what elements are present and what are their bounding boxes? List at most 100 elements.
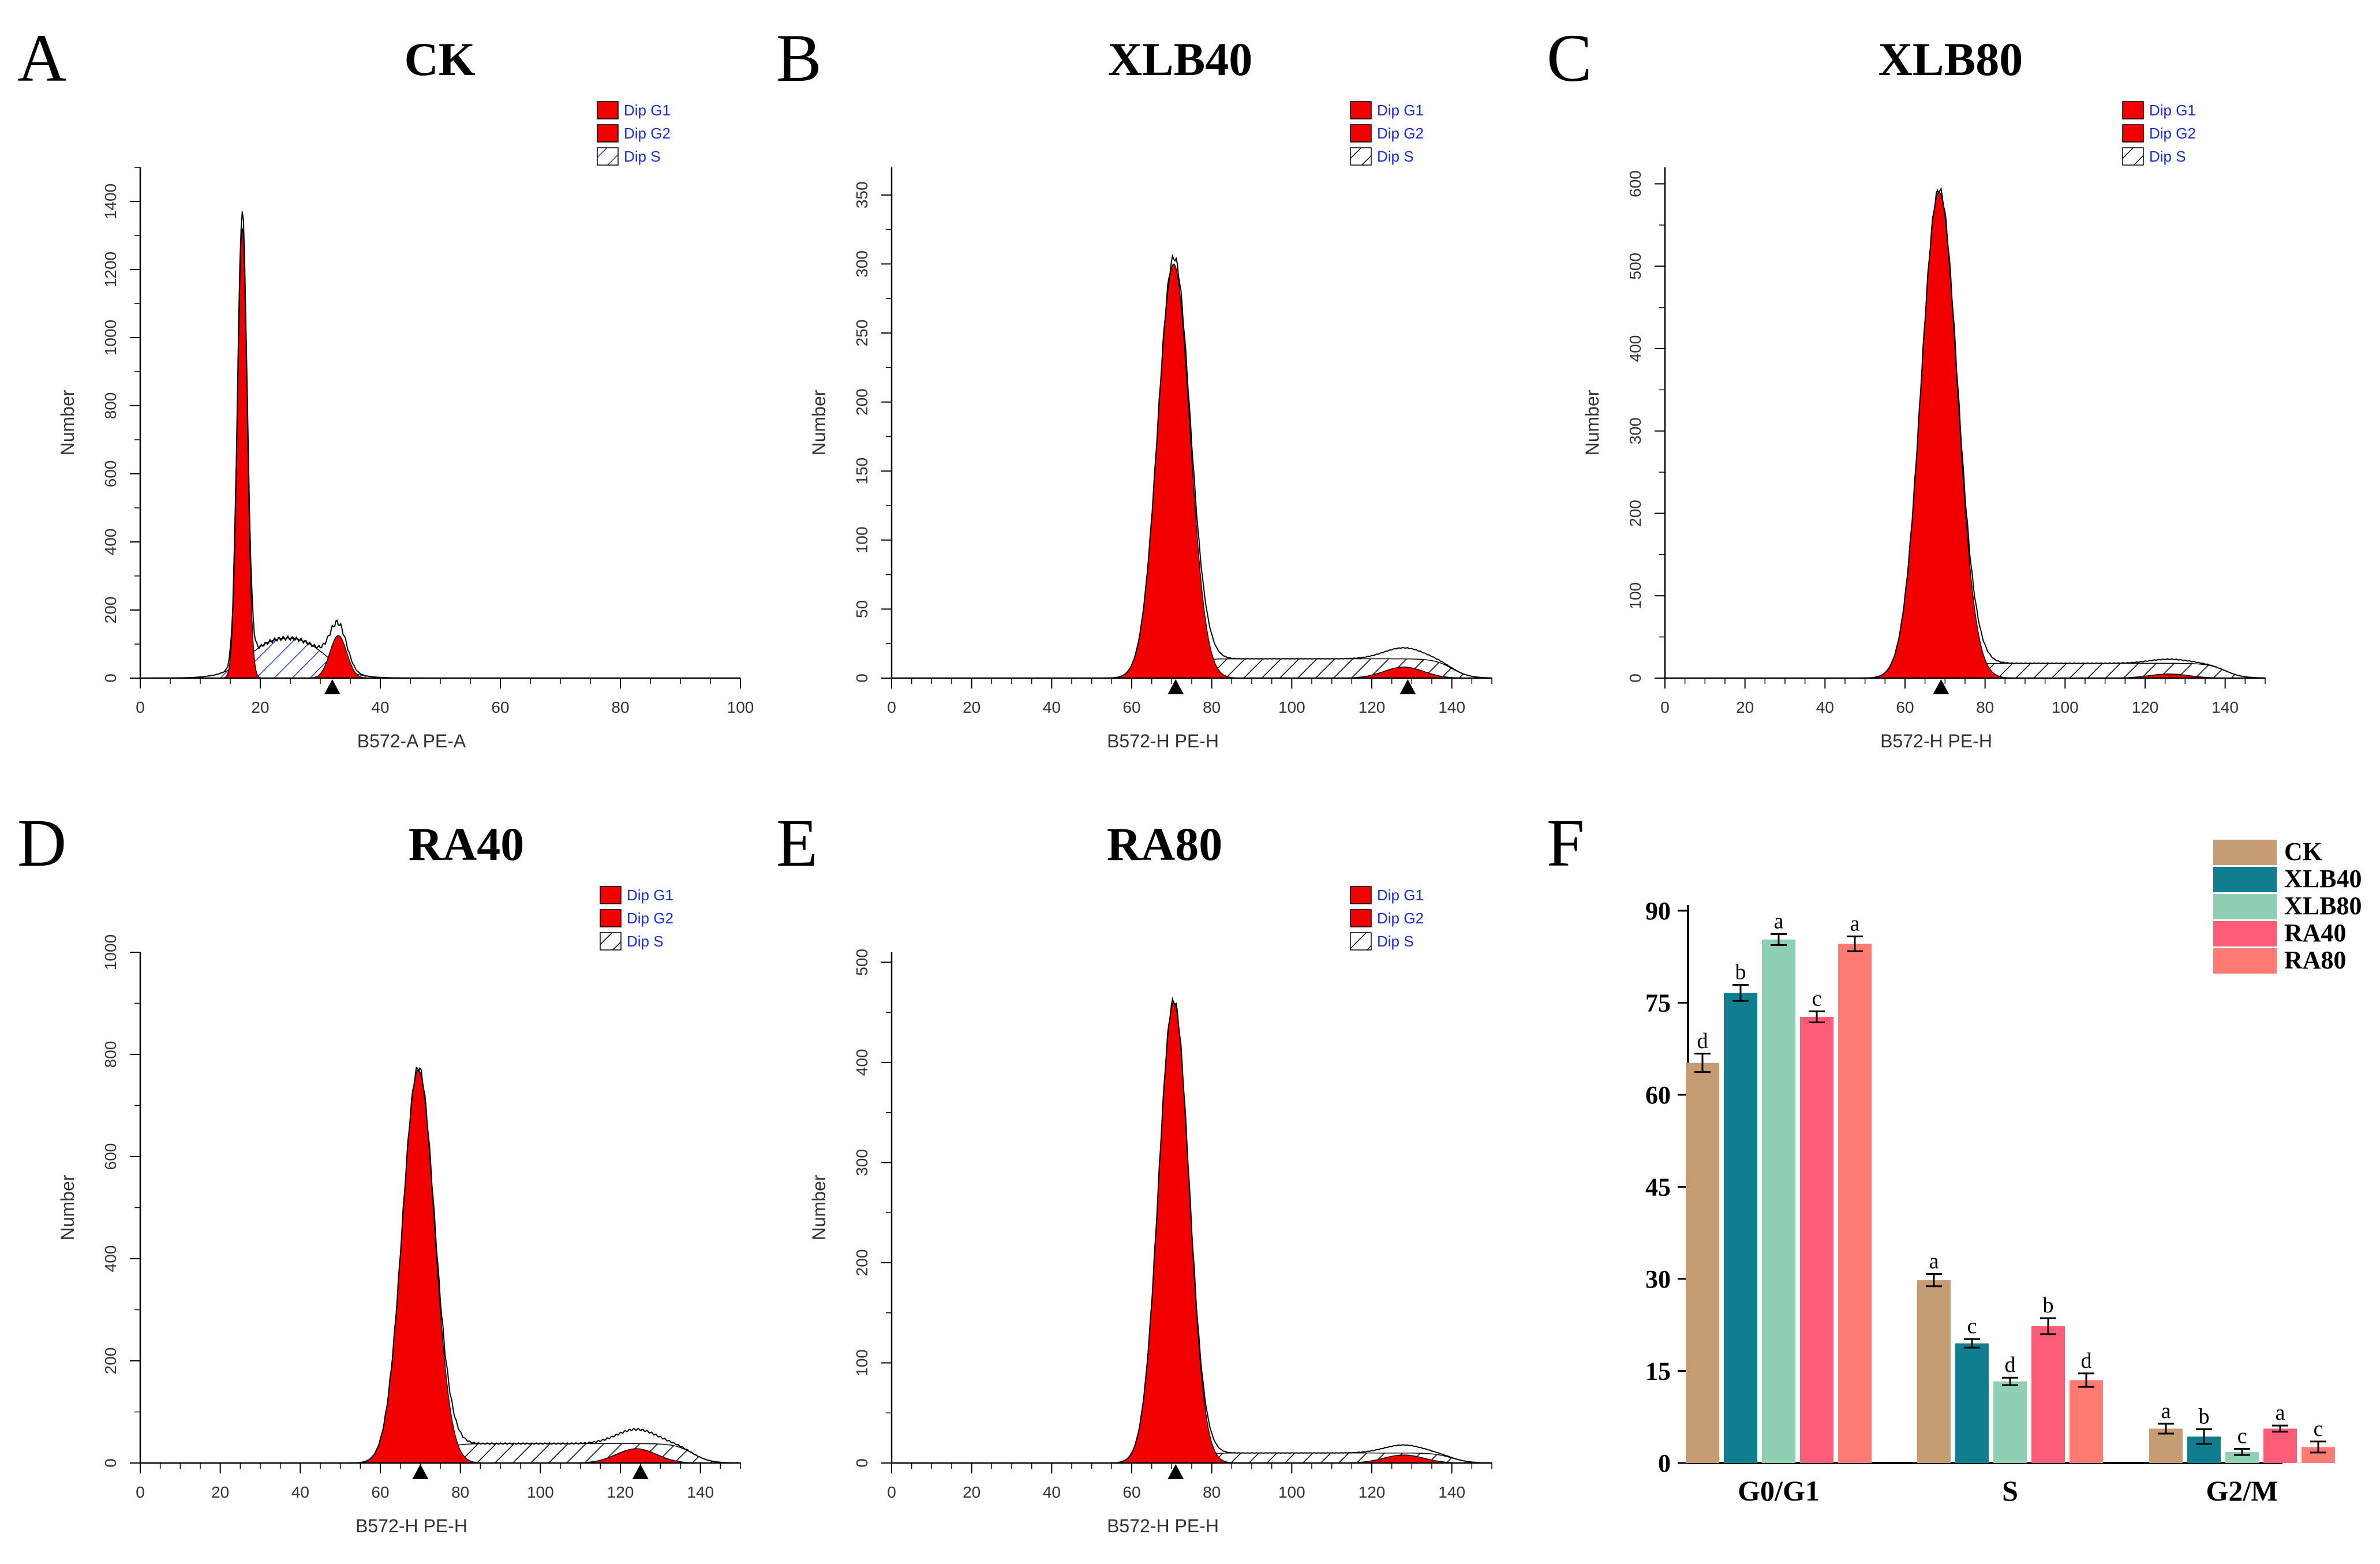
legend-label: Dip G2: [624, 125, 671, 142]
panel-a: A CK0 20 40 60 80 1000200400600800100012001400…: [17, 20, 754, 751]
significance-letter: c: [1812, 986, 1822, 1011]
legend-label: Dip S: [627, 933, 664, 950]
significance-letter: d: [1697, 1029, 1708, 1053]
significance-letter: a: [2161, 1399, 2171, 1423]
legend-swatch: [2213, 840, 2277, 865]
x-tick-label: 60: [491, 698, 509, 716]
legend: Dip G1 Dip G2 Dip S: [1350, 886, 1424, 951]
panel-letter: B: [776, 20, 822, 96]
y-tick-label: 500: [853, 949, 871, 976]
g1-peak: [222, 227, 262, 679]
x-tick-label: 80: [451, 1483, 469, 1501]
legend-label: Dip S: [1377, 148, 1414, 165]
legend-label: Dip S: [1377, 933, 1414, 950]
y-tick-label: 200: [102, 1348, 119, 1375]
legend-label: Dip G1: [1377, 886, 1424, 904]
legend-swatch: [2213, 894, 2277, 919]
x-tick-label: 20: [1736, 698, 1754, 716]
peak-marker-icon: [1933, 679, 1949, 694]
g1-peak: [1112, 1001, 1235, 1464]
legend-swatch: [600, 886, 622, 904]
y-tick-label: 200: [853, 1249, 871, 1277]
legend-swatch: [1350, 124, 1372, 143]
y-tick-label: 600: [1626, 170, 1644, 197]
panel-title: RA40: [409, 818, 524, 870]
legend-label: RA40: [2284, 919, 2347, 947]
y-tick-label: 500: [1626, 253, 1644, 280]
x-tick-label: 60: [1896, 698, 1914, 716]
x-axis-label: B572-H PE-H: [355, 1516, 467, 1536]
legend-swatch: [597, 124, 619, 143]
x-tick-label: 100: [727, 698, 754, 716]
y-axis-label: Number: [1582, 390, 1603, 455]
legend: Dip G1 Dip G2 Dip S: [1350, 101, 1424, 166]
x-axis-label: B572-A PE-A: [357, 731, 466, 751]
panel-title: CK: [405, 33, 476, 85]
legend-swatch: [2213, 867, 2277, 892]
x-tick-label: 20: [963, 698, 981, 716]
legend-label: Dip G1: [2149, 102, 2196, 119]
x-tick-label: 60: [1122, 1483, 1140, 1501]
bar-xlb80-s: [1993, 1381, 2027, 1463]
bar-ck-s: [1917, 1280, 1951, 1463]
x-tick-label: 40: [371, 698, 389, 716]
legend: Dip G1 Dip G2 Dip S: [600, 886, 673, 951]
x-tick-label: 80: [1203, 1483, 1221, 1501]
peak-marker-icon: [412, 1464, 429, 1479]
legend: Dip G1 Dip G2 Dip S: [2122, 101, 2196, 166]
y-tick-label: 400: [853, 1049, 871, 1076]
x-axis-label: B572-H PE-H: [1107, 1516, 1219, 1536]
x-tick-label: 100: [527, 1483, 554, 1501]
panel-c: C XLB80 0 20 40 60 80 100 120 140 0 100 200 300 400 500…: [1547, 20, 2266, 751]
legend-label: XLB80: [2284, 892, 2362, 920]
x-tick-label: 60: [1122, 698, 1140, 716]
y-tick-label: 100: [1626, 582, 1644, 609]
y-tick-label: 400: [1626, 335, 1644, 362]
panel-letter: F: [1547, 805, 1585, 881]
y-tick-label: 400: [102, 529, 119, 556]
y-axis-label: Number: [57, 1174, 78, 1240]
significance-letter: c: [2237, 1424, 2247, 1449]
panel-b: B XLB40 0 20 40 60 80 100 120 140 0 50 100 150 200 250 3…: [776, 20, 1492, 751]
y-axis-label: Number: [809, 1174, 829, 1240]
x-tick-label: 120: [2132, 698, 2159, 716]
y-tick-label: 300: [853, 1149, 871, 1176]
y-tick-label: 150: [853, 458, 871, 485]
y-tick-label: 90: [1645, 897, 1671, 925]
significance-letter: a: [1774, 909, 1784, 933]
y-tick-label: 60: [1645, 1081, 1671, 1109]
x-tick-label: 80: [1203, 698, 1221, 716]
y-axis-label: Number: [57, 390, 78, 455]
x-tick-label: 140: [687, 1483, 714, 1501]
bar-ck-g0g1: [1686, 1062, 1719, 1463]
legend-swatch: [600, 932, 622, 951]
x-tick-label: 40: [1816, 698, 1834, 716]
x-tick-label: 140: [1438, 698, 1465, 716]
legend-swatch: [2122, 124, 2144, 143]
significance-letter: d: [2081, 1349, 2092, 1373]
significance-letter: a: [2276, 1401, 2285, 1425]
peak-marker-icon: [1399, 679, 1416, 694]
total-envelope: [140, 211, 740, 679]
x-tick-label: 20: [963, 1483, 981, 1501]
x-tick-label: 140: [1438, 1483, 1465, 1501]
bar-xlb40-s: [1955, 1343, 1989, 1463]
x-tick-label: 140: [2211, 698, 2239, 716]
legend-label: Dip G2: [1377, 910, 1424, 927]
legend-swatch: [597, 101, 619, 119]
y-tick-label: 0: [1658, 1449, 1671, 1477]
x-tick-label: 100: [1278, 1483, 1305, 1501]
panel-title: RA80: [1107, 818, 1222, 870]
x-tick-label: 20: [211, 1483, 229, 1501]
legend-swatch: [600, 909, 622, 927]
legend: Dip G1 Dip G2 Dip S: [597, 101, 671, 166]
y-tick-label: 0: [853, 1458, 871, 1468]
y-axis-label: Number: [809, 390, 829, 455]
x-category-label: G2/M: [2206, 1475, 2278, 1507]
legend-label: Dip G1: [624, 102, 671, 119]
peak-marker-icon: [324, 679, 340, 694]
x-axis-label: B572-H PE-H: [1880, 731, 1992, 751]
y-tick-label: 100: [853, 526, 871, 553]
x-tick-label: 80: [611, 698, 629, 716]
